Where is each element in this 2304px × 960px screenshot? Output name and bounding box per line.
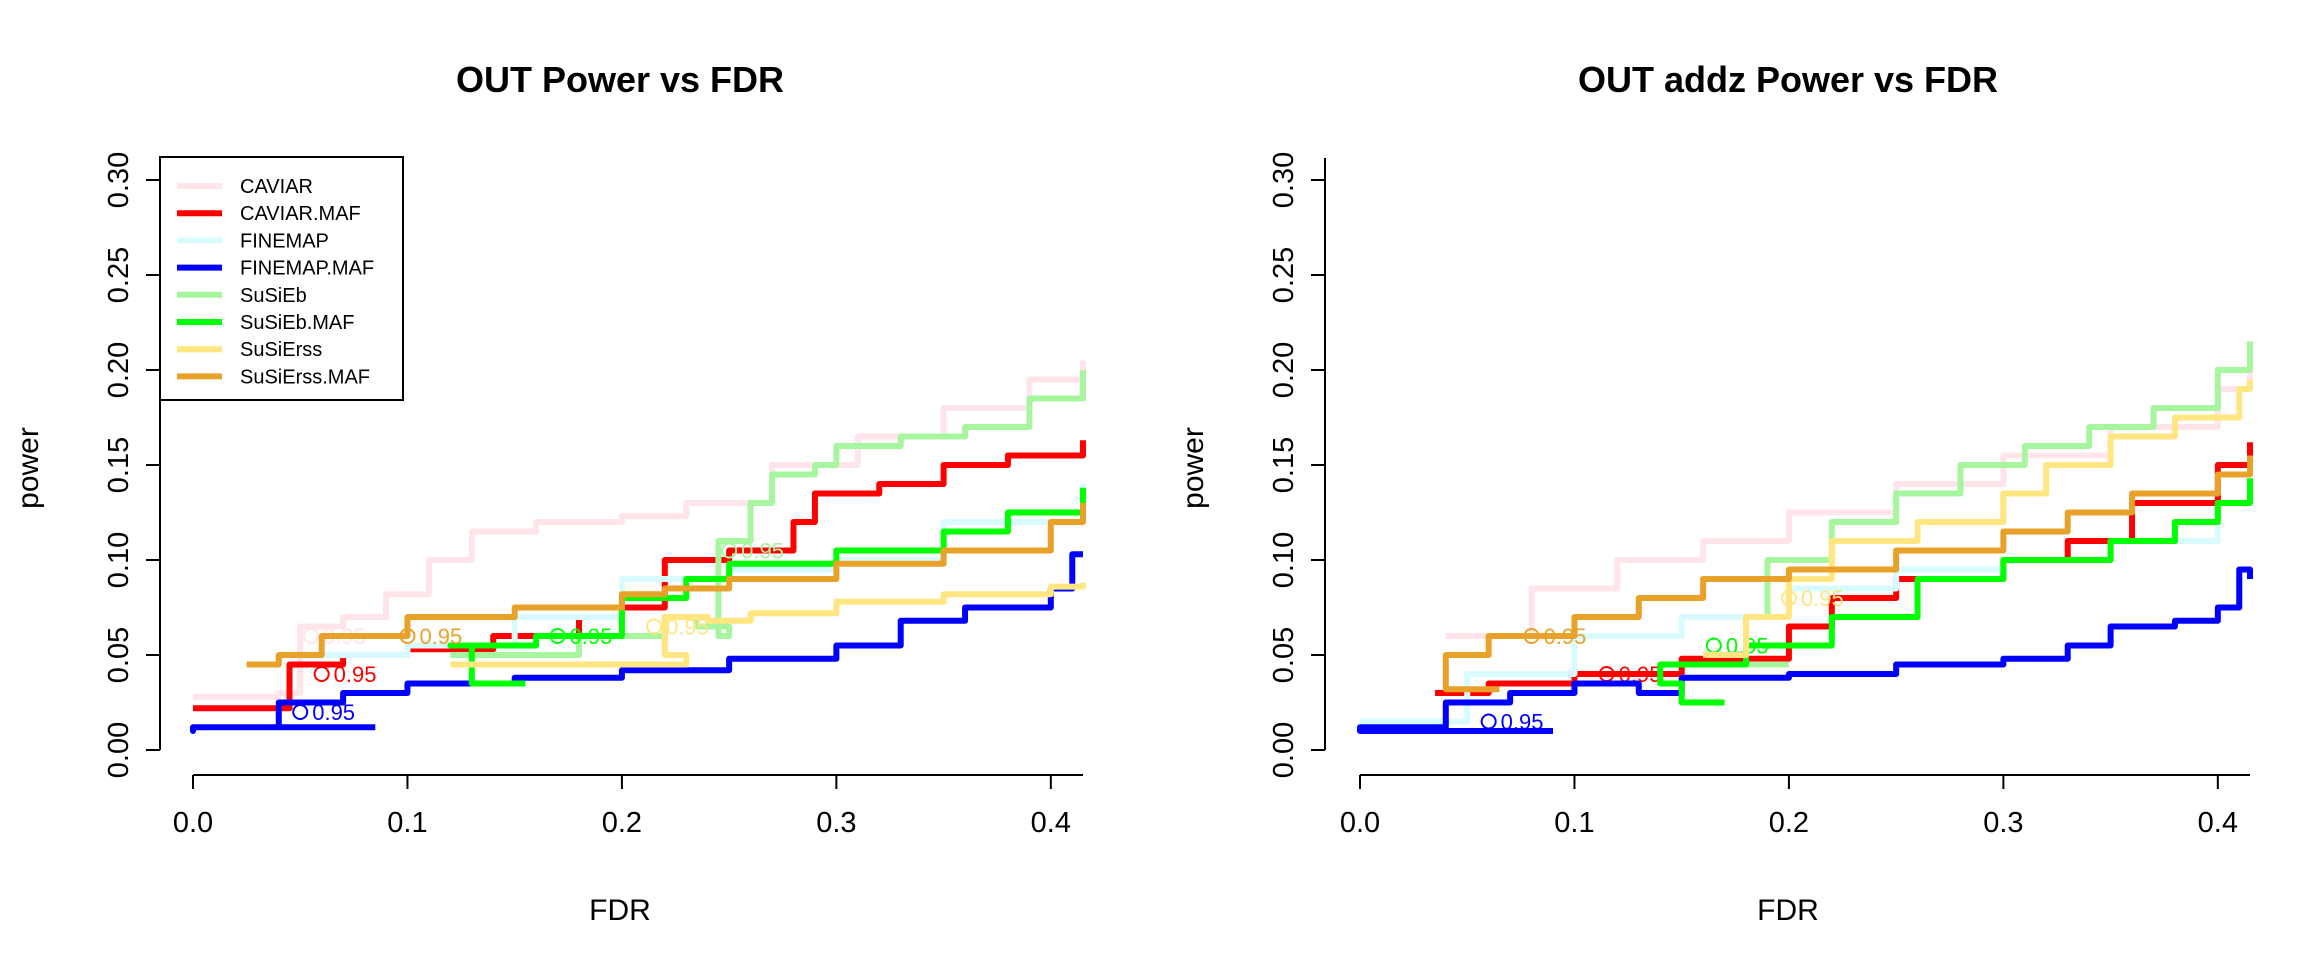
series-line-susierss-maf	[1442, 455, 2253, 693]
threshold-marker	[313, 666, 330, 682]
x-tick-label: 0.3	[1983, 807, 2023, 839]
threshold-label: 0.95	[741, 539, 784, 564]
threshold-label: 0.95	[1801, 586, 1844, 611]
series-line-caviar	[193, 360, 1086, 700]
legend-entry-label: CAVIAR	[240, 176, 313, 198]
y-tick-label: 0.00	[103, 722, 135, 778]
series-line-finemap	[1360, 484, 2253, 725]
legend-entry-label: SuSiEb	[240, 285, 307, 307]
threshold-label: 0.95	[312, 700, 355, 725]
threshold-marker	[721, 542, 738, 559]
y-tick-label: 0.20	[103, 342, 135, 398]
x-tick-label: 0.2	[1769, 807, 1809, 839]
legend-box	[159, 156, 404, 401]
x-tick-label: 0.1	[1554, 807, 1594, 839]
y-tick-label: 0.30	[1268, 152, 1300, 208]
series-layer: 0.950.950.950.950.95 0.950.95	[190, 360, 1086, 734]
threshold-marker	[399, 628, 416, 644]
legend-entry-label: CAVIAR.MAF	[240, 203, 361, 225]
y-tick-label: 0.05	[103, 627, 135, 683]
threshold-marker	[1480, 713, 1497, 730]
y-tick-label: 0.25	[103, 247, 135, 303]
threshold-marker	[646, 618, 663, 635]
threshold-label: 0.95	[1501, 710, 1544, 735]
y-tick-label: 0.15	[1268, 437, 1300, 493]
threshold-label: 0.95	[334, 662, 377, 687]
legend-entry-label: SuSiErss	[240, 339, 322, 361]
legend: CAVIAR CAVIAR.MAF FINEMAP FINEMAP.MAF SuSiEb…	[159, 156, 404, 401]
legend-entry-label: SuSiErss.MAF	[240, 366, 370, 388]
x-tick-label: 0.1	[387, 807, 427, 839]
legend-entry-label: FINEMAP	[240, 230, 329, 252]
chart-title: OUT addz Power vs FDR	[1578, 59, 1998, 100]
threshold-marker	[1523, 628, 1540, 644]
y-tick-label: 0.25	[1268, 247, 1300, 303]
threshold-marker	[549, 628, 566, 644]
x-axis-label: FDR	[589, 894, 651, 927]
series-layer: 0.950.950.950.950.95	[1357, 341, 2253, 735]
x-tick-label: 0.2	[602, 807, 642, 839]
x-tick-label: 0.3	[816, 807, 856, 839]
series-line-susierss	[450, 582, 1086, 668]
threshold-label: 0.95	[419, 624, 462, 649]
legend-entry-label: FINEMAP.MAF	[240, 258, 374, 280]
threshold-marker	[302, 628, 319, 644]
series-line-caviar-maf	[1435, 442, 2253, 696]
threshold-label: 0.95	[570, 624, 613, 649]
series-line-finemap-maf	[190, 551, 1083, 734]
x-axis-label: FDR	[1757, 894, 1819, 927]
x-tick-label: 0.4	[1031, 807, 1071, 839]
series-line-susieb	[1743, 341, 2253, 668]
y-axis-label: power	[1177, 427, 1210, 509]
y-tick-label: 0.05	[1268, 627, 1300, 683]
chart-title: OUT Power vs FDR	[456, 59, 784, 100]
axis-ticks: 0.0 0.1 0.2 0.3 0.4 0.00 0.05 0.10 0.15 0.20 0.25 0…	[1268, 152, 2250, 839]
threshold-label: 0.95	[1544, 624, 1587, 649]
threshold-marker	[1780, 590, 1797, 606]
x-tick-label: 0.0	[1340, 807, 1380, 839]
series-line-susieb-maf	[1657, 478, 2253, 706]
series-line-susieb-maf	[447, 487, 1086, 687]
legend-entry-label: SuSiEb.MAF	[240, 312, 354, 334]
y-tick-label: 0.30	[103, 152, 135, 208]
y-axis-label: power	[12, 427, 45, 509]
y-tick-label: 0.10	[1268, 532, 1300, 588]
series-line-susierss-maf	[246, 503, 1086, 668]
y-tick-label: 0.15	[103, 437, 135, 493]
threshold-marker	[292, 704, 309, 720]
y-tick-label: 0.00	[1268, 722, 1300, 778]
series-line-finemap-maf	[1357, 566, 2253, 734]
chart-panel-right: OUT addz Power vs FDR power FDR 0.0 0.1 0.…	[1177, 59, 2253, 927]
chart-panel-left: OUT Power vs FDR power FDR 0.0 0.1 0.2 0.3 0…	[12, 59, 1086, 927]
x-tick-label: 0.0	[173, 807, 213, 839]
y-tick-label: 0.20	[1268, 342, 1300, 398]
x-tick-label: 0.4	[2198, 807, 2238, 839]
y-tick-label: 0.10	[103, 532, 135, 588]
threshold-label: 0.95	[666, 615, 709, 640]
